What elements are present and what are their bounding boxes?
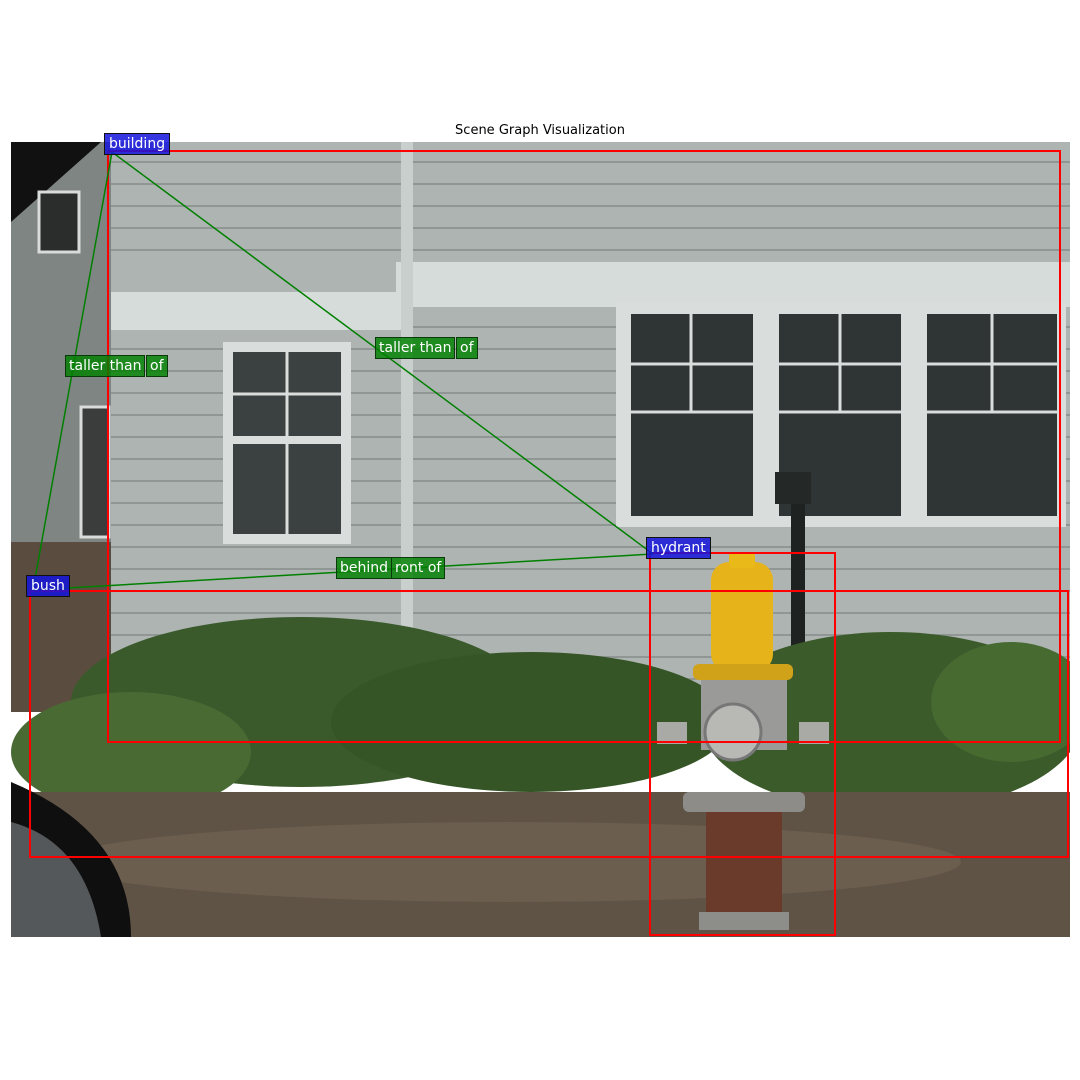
building-box <box>107 150 1061 743</box>
scene-photo <box>11 142 1070 937</box>
edge-label-building-bush: taller than <box>65 355 146 377</box>
node-label-hydrant: hydrant <box>646 537 711 559</box>
edge-label-bush-hydrant: behind <box>336 557 393 579</box>
node-label-bush: bush <box>26 575 70 597</box>
hydrant-box <box>649 552 836 936</box>
edge-label-building-hydrant: taller than <box>375 337 456 359</box>
chart-title: Scene Graph Visualization <box>455 123 625 138</box>
edge-label-building-hydrant-2: of <box>456 337 478 359</box>
bush-box <box>29 590 1069 858</box>
edge-label-building-bush-2: of <box>146 355 168 377</box>
edge-label-bush-hydrant-2: ront of <box>391 557 446 579</box>
node-label-building: building <box>104 133 171 155</box>
scene-photo-drawing <box>11 142 1070 937</box>
